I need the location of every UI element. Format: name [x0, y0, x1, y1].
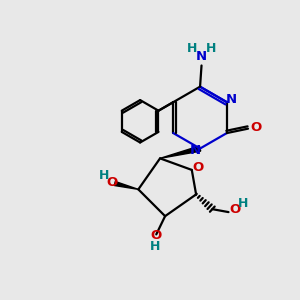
Text: N: N — [190, 144, 201, 158]
Text: O: O — [107, 176, 118, 188]
Text: O: O — [151, 230, 162, 242]
Text: H: H — [98, 169, 109, 182]
Polygon shape — [160, 146, 201, 158]
Text: H: H — [206, 42, 216, 55]
Polygon shape — [114, 182, 138, 189]
Text: H: H — [187, 42, 197, 55]
Text: O: O — [193, 161, 204, 174]
Text: O: O — [250, 121, 262, 134]
Text: O: O — [229, 203, 241, 216]
Text: N: N — [196, 50, 207, 63]
Text: H: H — [150, 240, 160, 253]
Text: H: H — [237, 197, 248, 210]
Text: N: N — [226, 93, 237, 106]
